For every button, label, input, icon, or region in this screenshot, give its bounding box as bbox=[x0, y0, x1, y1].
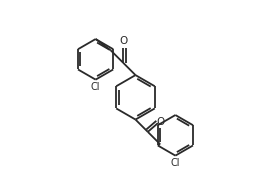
Text: O: O bbox=[119, 36, 127, 46]
Text: Cl: Cl bbox=[171, 158, 180, 168]
Text: Cl: Cl bbox=[91, 82, 100, 92]
Text: O: O bbox=[156, 117, 165, 127]
